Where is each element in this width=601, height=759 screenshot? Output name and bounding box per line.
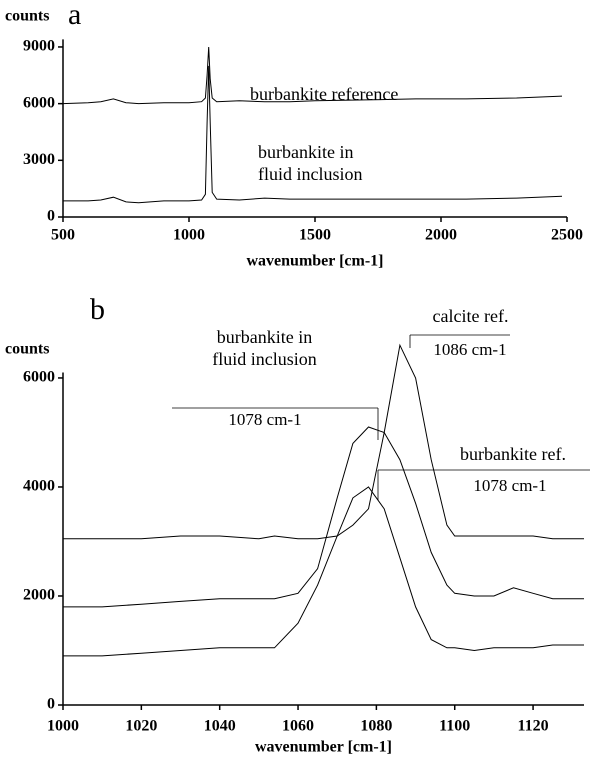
x-tick-label: 500 (51, 227, 75, 244)
x-tick-label: 1060 (282, 718, 314, 735)
x-tick-label: 1080 (360, 718, 392, 735)
x-tick-label: 1020 (125, 718, 157, 735)
y-axis-title: counts (5, 341, 49, 358)
series-label-box: burbankite in fluid inclusion (212, 327, 317, 369)
y-tick-label: 3000 (23, 151, 55, 168)
panel-label: b (90, 293, 105, 326)
series-label: burbankite in fluid inclusion (212, 327, 317, 369)
series-label-box: burbankite in fluid inclusion (258, 142, 363, 184)
series-label: burbankite ref. (460, 444, 566, 464)
spectrum-line (63, 426, 584, 608)
x-tick-label: 1120 (518, 718, 549, 735)
x-axis-title: wavenumber [cm-1] (246, 253, 383, 270)
series-label-box: calcite ref. (432, 306, 509, 326)
spectrum-line (63, 343, 584, 540)
spectrum-line (63, 486, 584, 657)
y-tick-label: 6000 (23, 94, 55, 111)
peak-label: 1078 cm-1 (473, 476, 546, 495)
x-tick-label: 1000 (173, 227, 205, 244)
y-axis-title: counts (5, 8, 49, 25)
x-tick-label: 1100 (439, 718, 470, 735)
x-tick-label: 2000 (425, 227, 457, 244)
x-tick-label: 1000 (47, 718, 79, 735)
x-tick-label: 1500 (299, 227, 331, 244)
x-tick-label: 1040 (204, 718, 236, 735)
y-tick-label: 2000 (23, 587, 55, 604)
y-tick-label: 0 (47, 696, 55, 713)
x-tick-label: 2500 (551, 227, 583, 244)
panel-label: a (68, 0, 81, 31)
series-label: calcite ref. (432, 306, 509, 326)
y-tick-label: 0 (47, 208, 55, 225)
spectrum-line (63, 65, 563, 204)
y-tick-label: 6000 (23, 369, 55, 386)
peak-label: 1078 cm-1 (228, 410, 301, 429)
y-tick-label: 4000 (23, 478, 55, 495)
series-label-box: burbankite ref. (460, 444, 566, 464)
x-axis-title: wavenumber [cm-1] (255, 739, 392, 756)
peak-label: 1086 cm-1 (433, 340, 506, 359)
series-label-box: burbankite reference (250, 84, 399, 104)
series-label: burbankite reference (250, 84, 399, 104)
spectrum-line (62, 46, 563, 105)
y-tick-label: 9000 (23, 38, 55, 55)
series-label: burbankite in fluid inclusion (258, 142, 363, 184)
